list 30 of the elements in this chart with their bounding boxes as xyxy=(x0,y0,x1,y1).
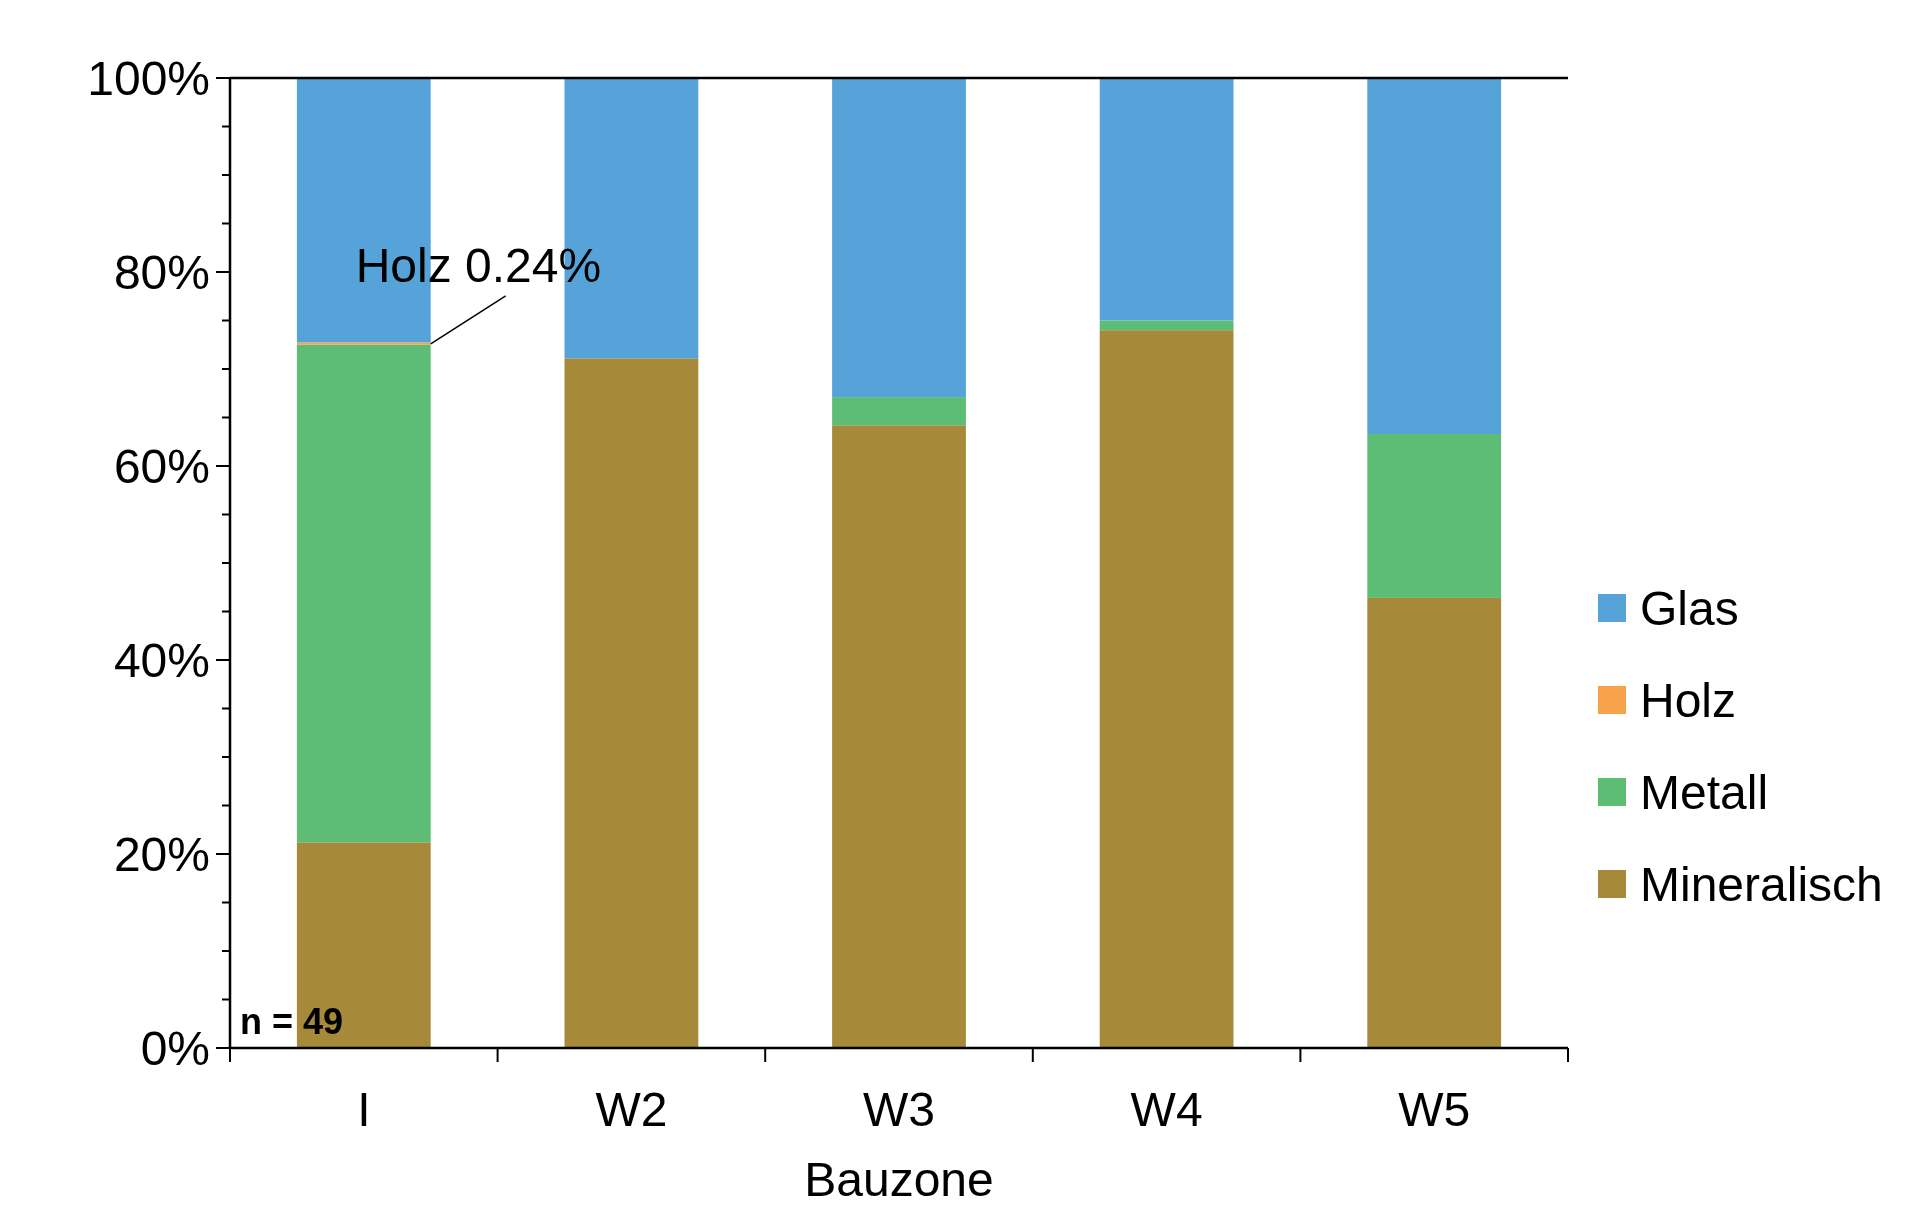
bar xyxy=(1099,78,1234,321)
annotation: n = 49 xyxy=(240,1001,344,1042)
bar xyxy=(1099,330,1234,1048)
x-tick-label: I xyxy=(357,1083,371,1136)
y-tick-label: 0% xyxy=(140,1021,210,1075)
bar xyxy=(296,344,431,843)
bar xyxy=(564,358,699,1048)
bar xyxy=(1099,320,1234,331)
bar xyxy=(1367,597,1502,1048)
legend-label: Metall xyxy=(1640,765,1769,819)
bar xyxy=(296,842,431,1048)
x-tick-label: W2 xyxy=(595,1083,668,1136)
legend-label: Glas xyxy=(1640,581,1739,635)
bar xyxy=(832,78,966,398)
y-tick-label: 20% xyxy=(113,827,210,881)
x-axis-title: Bauzone xyxy=(804,1153,994,1206)
y-tick-label: 80% xyxy=(113,245,210,299)
x-tick-label: W3 xyxy=(863,1083,935,1136)
legend-label: Holz xyxy=(1640,673,1737,727)
bar xyxy=(1367,78,1502,434)
y-tick-label: 60% xyxy=(113,439,210,493)
y-tick-label: 100% xyxy=(87,51,210,105)
bar xyxy=(1367,433,1502,598)
bar xyxy=(832,397,966,426)
bar xyxy=(832,425,966,1048)
x-tick-label: W5 xyxy=(1398,1083,1471,1136)
bar xyxy=(296,342,431,345)
x-tick-label: W4 xyxy=(1130,1083,1203,1136)
y-tick-label: 40% xyxy=(113,633,210,687)
legend-label: Mineralisch xyxy=(1640,857,1883,911)
